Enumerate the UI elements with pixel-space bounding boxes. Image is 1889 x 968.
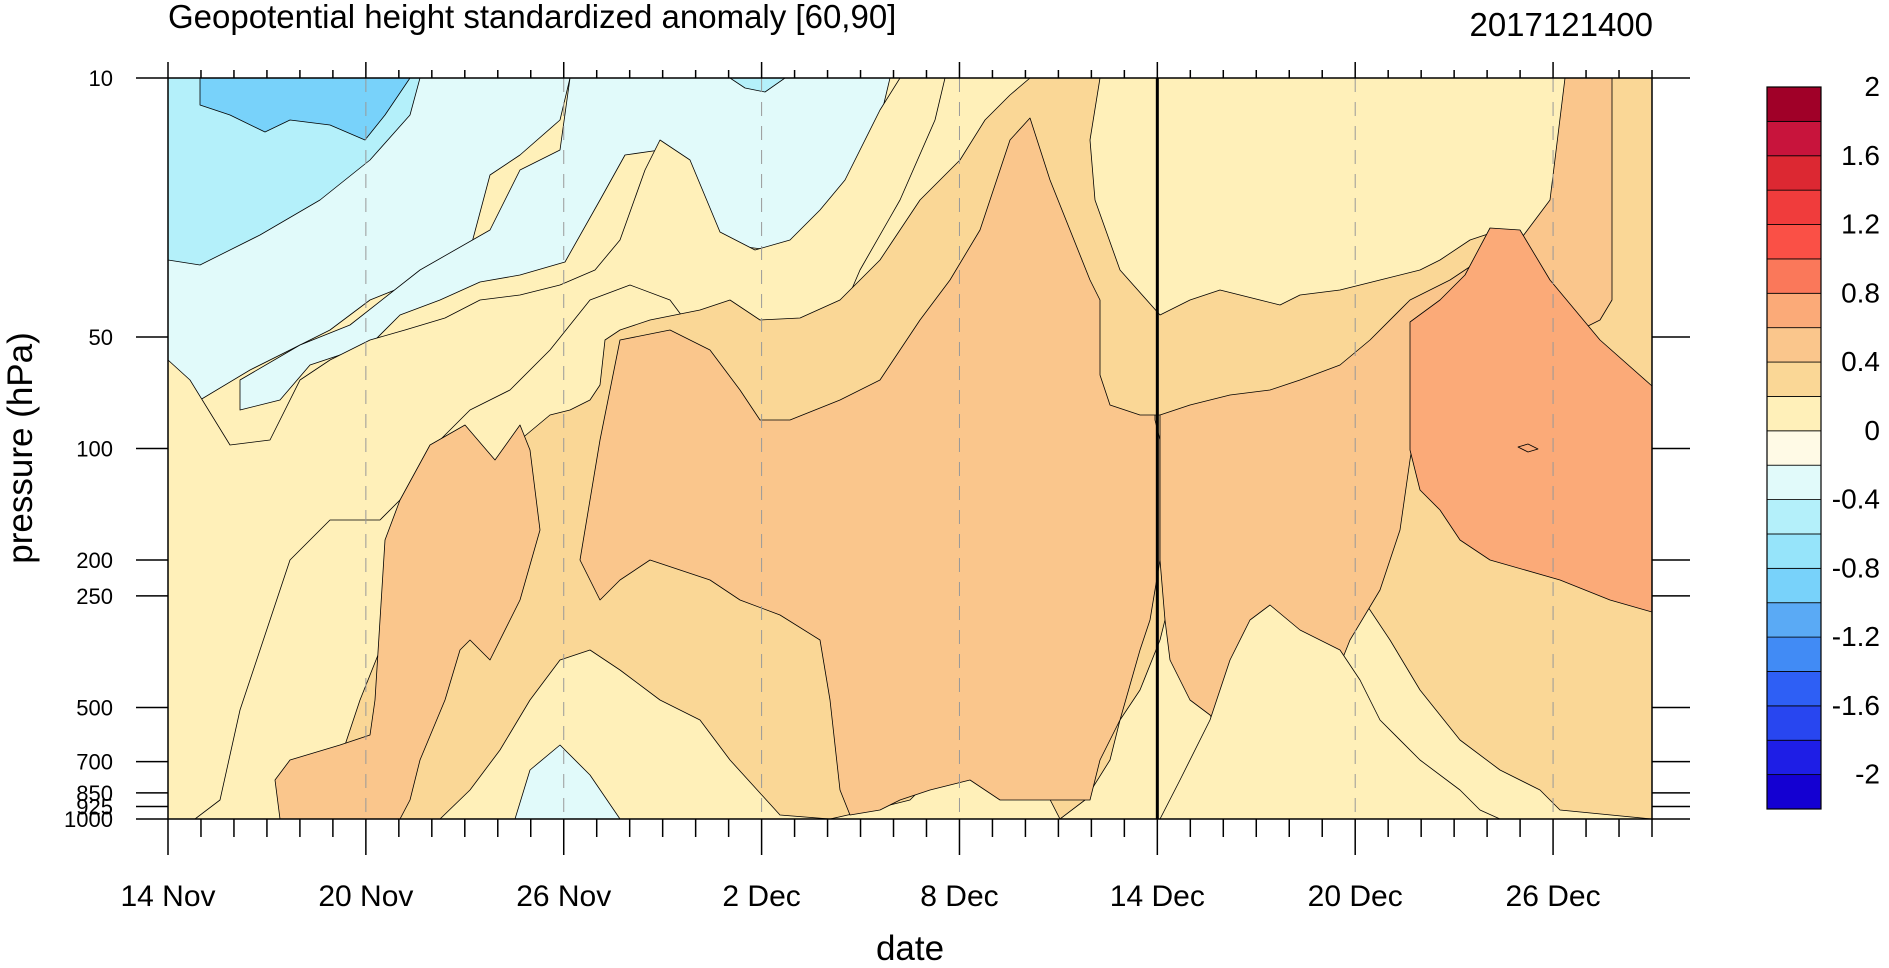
x-tick-label: 14 Dec [1110,880,1205,913]
y-tick-label: 10 [89,66,113,91]
region-positive-peak [1409,227,1652,613]
region-zero-left [168,78,946,819]
region-negative-small-top [729,78,786,93]
colorbar-swatch [1766,361,1822,397]
colorbar-label: -2 [1855,759,1880,790]
x-tick-label: 2 Dec [722,880,800,913]
y-tick-label: 1000 [64,807,113,832]
region-peak-dot [1517,443,1539,453]
y-tick-label: 500 [76,695,113,720]
colorbar-swatch [1766,258,1822,294]
colorbar-label: 0.8 [1841,277,1880,308]
y-tick-label: 50 [89,325,113,350]
colorbar-swatch [1766,739,1822,776]
colorbar-label: 1.2 [1841,209,1880,240]
y-tick-label: 200 [76,548,113,573]
colorbar-swatch [1766,464,1822,500]
region-negative-bottom-left [514,744,621,819]
region-zero-bottom-right [1159,604,1501,819]
colorbar-label: -1.2 [1832,621,1880,652]
colorbar-swatch [1766,120,1822,157]
chart-title: Geopotential height standardized anomaly… [168,0,896,35]
colorbar-swatch [1766,327,1822,363]
colorbar-label: 0.4 [1841,346,1880,377]
x-tick-label: 26 Dec [1506,880,1601,913]
colorbar-swatch [1766,396,1822,432]
x-tick-label: 20 Dec [1308,880,1403,913]
colorbar-swatch [1766,189,1822,225]
region-positive-strong-left [274,424,541,819]
colorbar-swatch [1766,224,1822,260]
y-tick-label: 250 [76,584,113,609]
region-negative-strong [199,78,411,141]
colorbar-swatch [1766,533,1822,569]
y-tick-label: 100 [76,437,113,462]
x-tick-label: 8 Dec [920,880,998,913]
y-tick-label: 700 [76,750,113,775]
colorbar-swatch [1766,671,1822,707]
colorbar-swatch [1766,636,1822,672]
y-tick-label: 925 [76,794,113,819]
x-tick-label: 20 Nov [318,880,413,913]
colorbar-swatch [1766,86,1822,122]
colorbar-frame [1766,86,1822,810]
y-tick-label: 850 [76,781,113,806]
colorbar-swatch [1766,567,1822,604]
chart-subtitle: 2017121400 [1469,6,1653,43]
colorbar-label: -1.6 [1832,690,1880,721]
colorbar-swatch [1766,602,1822,638]
colorbar-swatch [1766,292,1822,329]
x-tick-label: 26 Nov [516,880,611,913]
colorbar [1766,86,1822,810]
colorbar-swatch [1766,430,1822,466]
colorbar-label: 1.6 [1841,140,1880,171]
colorbar-label: -0.4 [1832,484,1880,515]
colorbar-label: 0 [1864,415,1880,446]
colorbar-label: -0.8 [1832,552,1880,583]
x-axis-label: date [876,929,944,963]
colorbar-swatch [1766,774,1822,810]
colorbar-swatch [1766,705,1822,741]
colorbar-swatch [1766,155,1822,191]
colorbar-swatch [1766,499,1822,535]
x-tick-label: 14 Nov [120,880,215,913]
colorbar-label: 2 [1864,71,1880,102]
y-axis-label: pressure (hPa) [1,332,40,563]
